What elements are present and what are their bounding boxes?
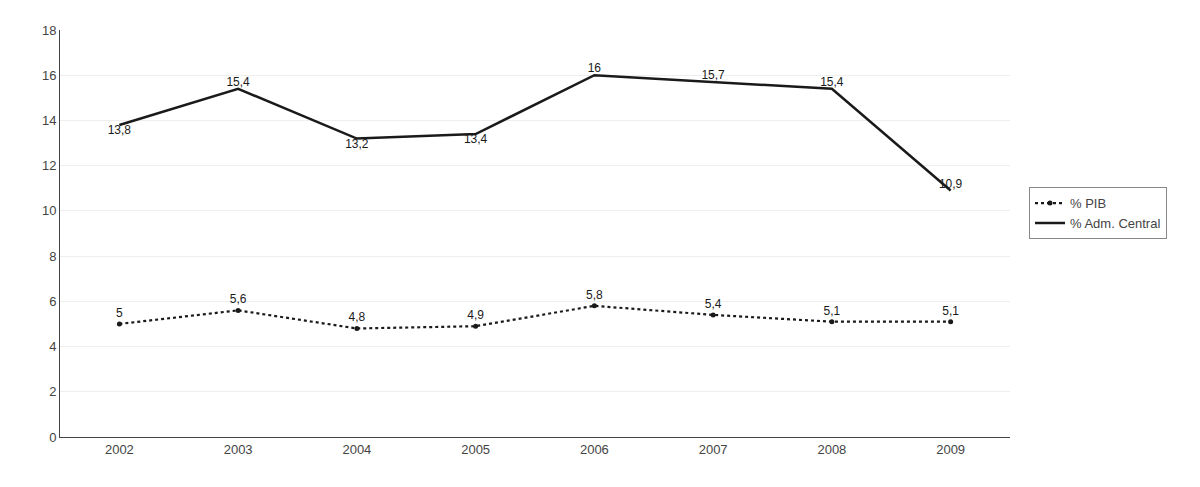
svg-text:8: 8 [49,249,56,264]
svg-text:5,1: 5,1 [824,304,841,318]
svg-text:6: 6 [49,294,56,309]
svg-text:4,9: 4,9 [467,308,484,322]
svg-text:0: 0 [49,430,56,445]
svg-text:2005: 2005 [461,442,490,457]
svg-text:16: 16 [42,68,56,83]
svg-text:10,9: 10,9 [939,177,963,191]
svg-text:2009: 2009 [936,442,965,457]
svg-text:15,7: 15,7 [701,68,725,82]
svg-text:16: 16 [588,61,602,75]
svg-text:5,6: 5,6 [230,292,247,306]
svg-text:13,2: 13,2 [345,137,369,151]
svg-text:13,8: 13,8 [108,123,132,137]
svg-text:15,4: 15,4 [820,75,844,89]
svg-text:2004: 2004 [342,442,371,457]
svg-text:2006: 2006 [580,442,609,457]
svg-text:18: 18 [42,23,56,38]
svg-text:15,4: 15,4 [226,75,250,89]
svg-text:% PIB: % PIB [1070,196,1106,211]
svg-text:13,4: 13,4 [464,132,488,146]
svg-text:2007: 2007 [699,442,728,457]
svg-text:2002: 2002 [105,442,134,457]
svg-text:2: 2 [49,384,56,399]
svg-text:2003: 2003 [224,442,253,457]
svg-text:5,8: 5,8 [586,288,603,302]
svg-text:% Adm. Central: % Adm. Central [1070,216,1160,231]
svg-text:2008: 2008 [817,442,846,457]
svg-text:5,1: 5,1 [942,304,959,318]
svg-text:10: 10 [42,203,56,218]
svg-text:14: 14 [42,113,56,128]
svg-text:4: 4 [49,339,56,354]
svg-text:5,4: 5,4 [705,297,722,311]
svg-text:5: 5 [116,306,123,320]
svg-text:12: 12 [42,158,56,173]
svg-text:4,8: 4,8 [349,310,366,324]
